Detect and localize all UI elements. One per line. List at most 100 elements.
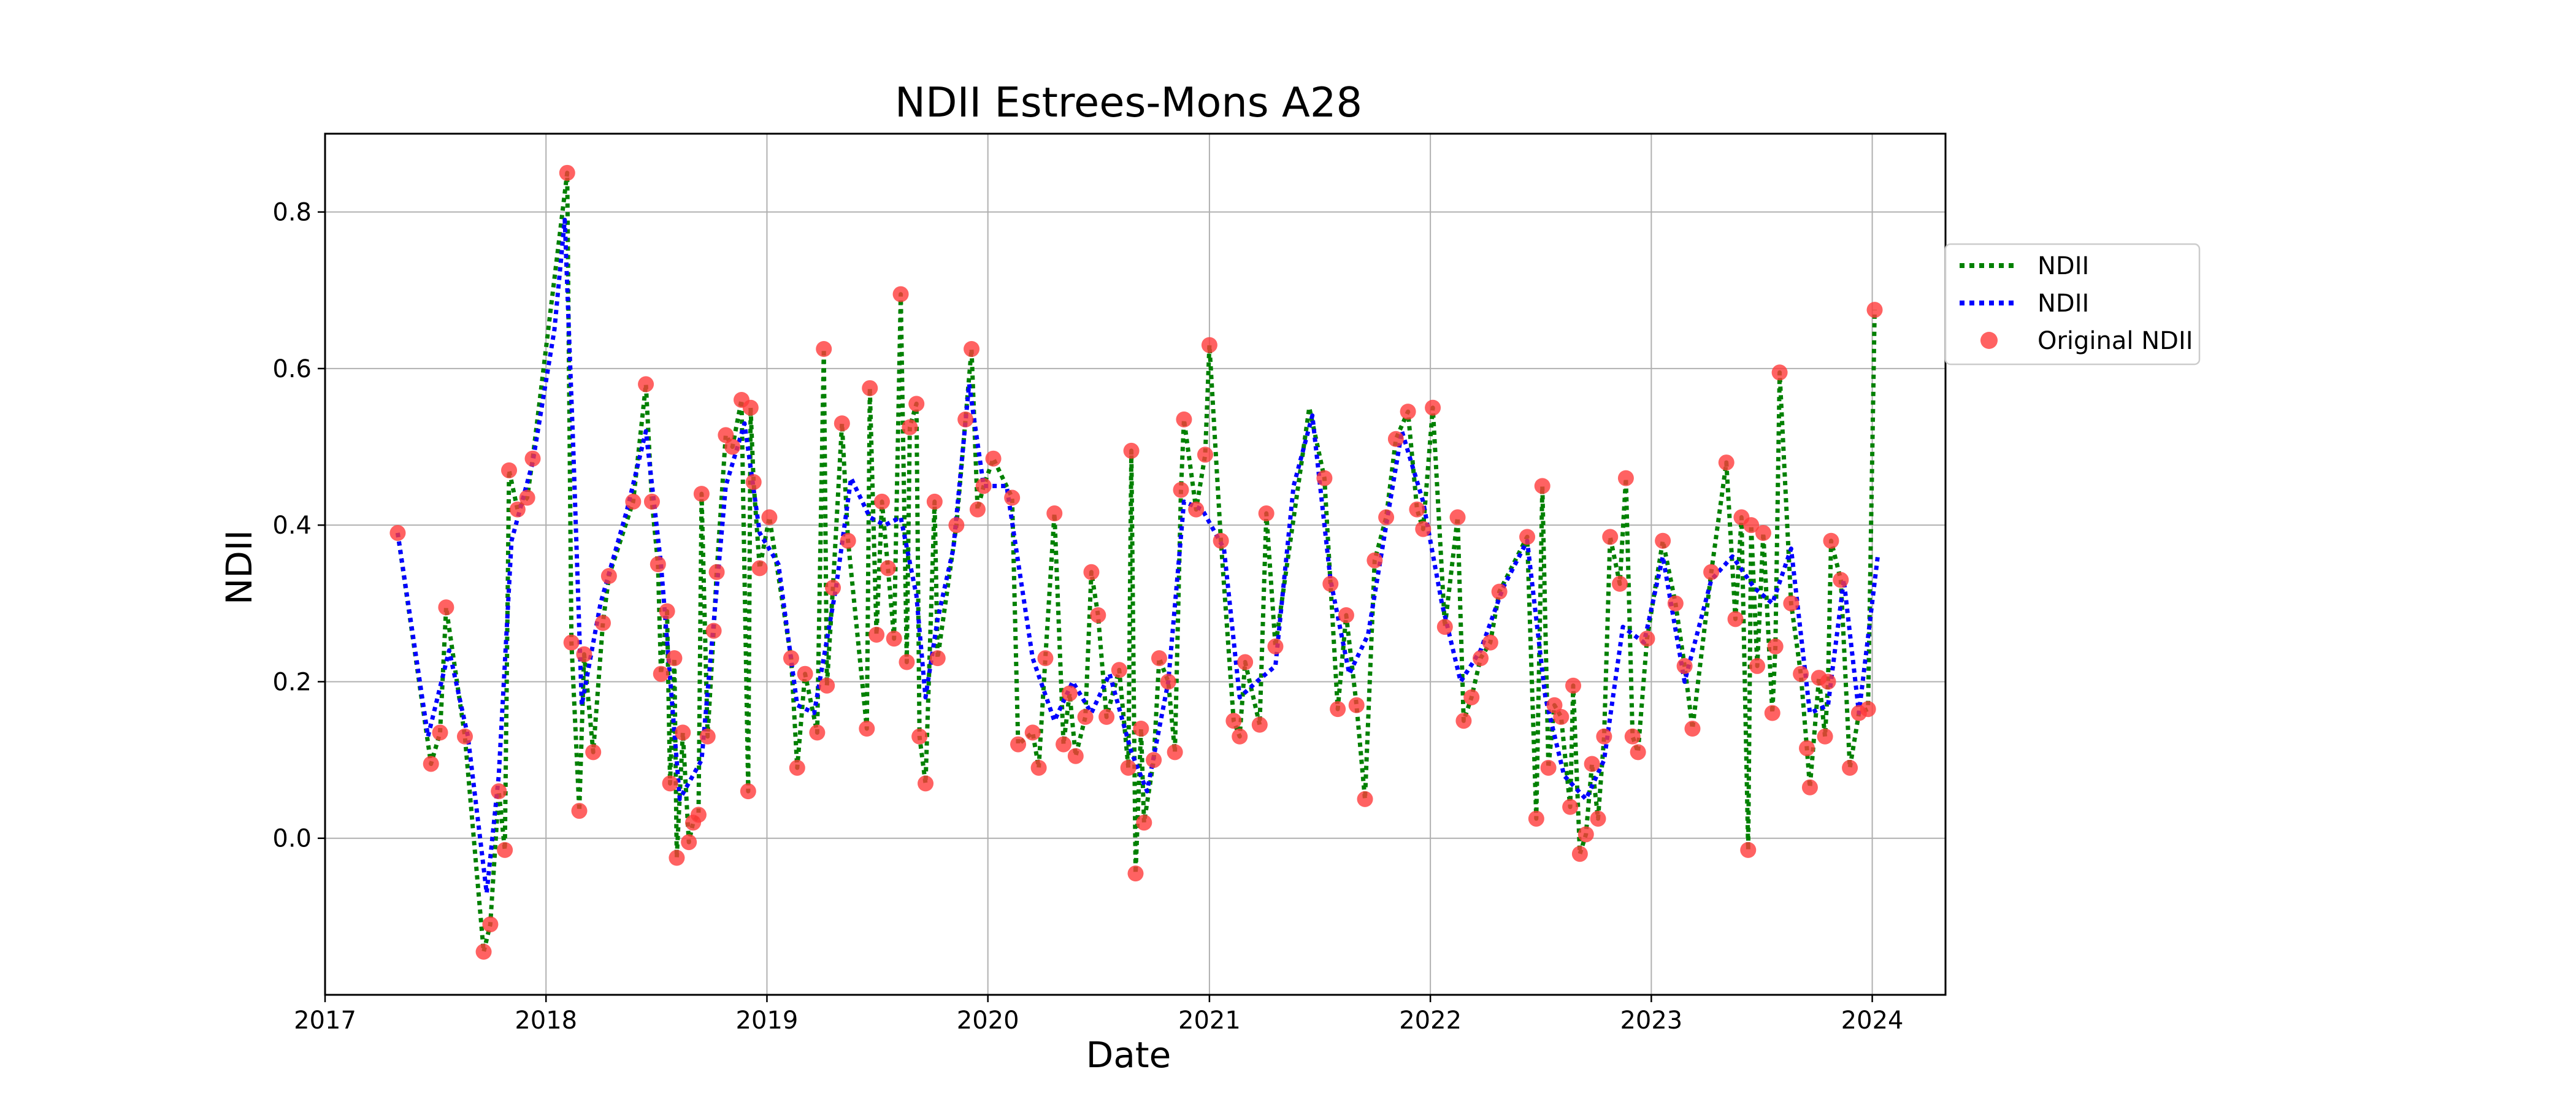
x-tick-label: 2017 [294, 1006, 356, 1035]
original-ndii-point [1349, 697, 1365, 713]
original-ndii-point [1415, 521, 1431, 537]
original-ndii-point [1677, 658, 1693, 674]
original-ndii-point [1133, 721, 1149, 737]
original-ndii-point [1437, 619, 1453, 635]
original-ndii-point [1225, 713, 1241, 729]
original-ndii-point [1160, 673, 1176, 689]
original-ndii-point [1146, 752, 1162, 768]
original-ndii-point [497, 842, 513, 858]
original-ndii-point [1519, 529, 1535, 545]
original-ndii-point [585, 744, 601, 760]
original-ndii-point [1802, 780, 1818, 795]
original-ndii-point [666, 650, 682, 666]
original-ndii-point [1584, 756, 1600, 772]
original-ndii-point [868, 627, 884, 643]
original-ndii-point [957, 412, 973, 427]
original-ndii-point [761, 509, 777, 525]
original-ndii-point [438, 599, 454, 615]
original-ndii-point [1151, 650, 1167, 666]
original-ndii-point [1037, 650, 1053, 666]
original-ndii-point [1639, 631, 1655, 646]
original-ndii-point [595, 615, 611, 631]
original-ndii-point [625, 494, 641, 510]
original-ndii-point [1062, 686, 1078, 702]
original-ndii-point [1799, 740, 1815, 756]
original-ndii-point [601, 568, 617, 584]
original-ndii-point [911, 729, 927, 745]
y-tick-label: 0.4 [272, 512, 312, 540]
original-ndii-point [1252, 717, 1268, 733]
original-ndii-point [1083, 564, 1099, 580]
original-ndii-point [709, 564, 725, 580]
x-tick-label: 2020 [957, 1006, 1019, 1035]
original-ndii-point [482, 916, 498, 932]
original-ndii-point [1124, 443, 1140, 459]
original-ndii-point [1176, 412, 1192, 427]
chart-title: NDII Estrees-Mons A28 [895, 79, 1362, 126]
original-ndii-point [1127, 865, 1143, 881]
original-ndii-point [1553, 709, 1569, 725]
original-ndii-point [1668, 596, 1684, 611]
original-ndii-point [918, 775, 933, 791]
original-ndii-point [1630, 744, 1646, 760]
original-ndii-point [432, 724, 448, 740]
original-ndii-point [1820, 673, 1836, 689]
original-ndii-point [1867, 302, 1883, 318]
x-axis-title: Date [1086, 1034, 1171, 1076]
original-ndii-point [834, 415, 850, 431]
original-ndii-point [1625, 729, 1641, 745]
original-ndii-point [653, 666, 669, 682]
original-ndii-point [1136, 815, 1152, 830]
original-ndii-point [986, 451, 1002, 467]
x-tick-label: 2018 [515, 1006, 577, 1035]
original-ndii-point [1388, 431, 1404, 447]
original-ndii-point [1596, 729, 1612, 745]
original-ndii-point [1167, 744, 1183, 760]
original-ndii-point [976, 478, 992, 494]
original-ndii-point [1565, 678, 1581, 694]
original-ndii-point [797, 666, 813, 682]
original-ndii-point [1378, 509, 1394, 525]
original-ndii-point [1259, 505, 1275, 521]
original-ndii-point [559, 165, 575, 181]
original-ndii-point [1173, 482, 1189, 498]
original-ndii-point [1202, 337, 1217, 353]
x-tick-label: 2024 [1841, 1006, 1904, 1035]
original-ndii-point [1367, 553, 1382, 569]
original-ndii-point [859, 721, 875, 737]
original-ndii-point [1338, 607, 1354, 623]
original-ndii-point [743, 400, 759, 416]
legend-label-original: Original NDII [2037, 327, 2193, 355]
original-ndii-point [1817, 729, 1833, 745]
original-ndii-point [1768, 638, 1784, 654]
original-ndii-point [1010, 737, 1026, 753]
original-ndii-point [893, 286, 909, 302]
original-ndii-point [816, 341, 832, 357]
original-ndii-point [519, 490, 535, 506]
legend-marker-original [1980, 332, 1998, 349]
original-ndii-point [1455, 713, 1471, 729]
original-ndii-point [1719, 454, 1735, 470]
original-ndii-point [1237, 654, 1253, 670]
original-ndii-point [1090, 607, 1106, 623]
x-tick-label: 2019 [736, 1006, 799, 1035]
original-ndii-point [1316, 470, 1332, 486]
original-ndii-point [1078, 709, 1094, 725]
original-ndii-point [389, 525, 405, 541]
original-ndii-point [1562, 799, 1578, 815]
original-ndii-point [880, 560, 896, 576]
original-ndii-point [706, 623, 722, 638]
original-ndii-point [576, 646, 592, 662]
original-ndii-point [1535, 478, 1551, 494]
original-ndii-point [1111, 662, 1127, 678]
original-ndii-point [1860, 701, 1876, 717]
original-ndii-point [746, 474, 762, 490]
original-ndii-point [638, 376, 654, 392]
original-ndii-point [908, 396, 924, 412]
original-ndii-point [1655, 533, 1671, 549]
original-ndii-point [927, 494, 943, 510]
original-ndii-point [572, 803, 588, 819]
original-ndii-point [899, 654, 914, 670]
original-ndii-point [752, 560, 768, 576]
original-ndii-point [1121, 760, 1137, 776]
